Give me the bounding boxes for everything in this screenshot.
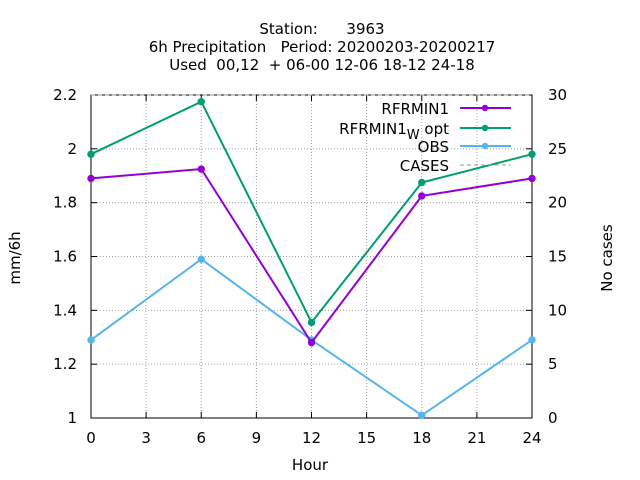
series-point-1-2 [307, 318, 316, 327]
y-tick-label-2: 1.4 [53, 301, 77, 319]
y2-tick-label-4: 20 [548, 194, 567, 212]
series-point-0-1 [197, 165, 205, 173]
y-tick-label-1: 1.2 [53, 355, 77, 373]
title-line-1: Station: 3963 [259, 20, 384, 38]
legend-swatch-point-0 [481, 104, 489, 112]
chart-title: Station: 3963 6h Precipitation Period: 2… [149, 20, 496, 74]
series-point-1-3 [418, 178, 426, 187]
y-tick-label-0: 1 [67, 409, 77, 427]
x-tick-label-6: 18 [412, 429, 431, 447]
series-point-0-4 [528, 174, 536, 183]
x-tick-label-3: 9 [252, 429, 262, 447]
y2-tick-label-2: 10 [548, 301, 567, 319]
title-line-3: Used 00,12 + 06-00 12-06 18-12 24-18 [169, 56, 475, 74]
tick-labels: 0 3 6 9 12 15 18 21 24 1 1.2 1.4 1.6 1.8 2 2.2 0 5 10 15 20 2… [53, 86, 567, 447]
y2-tick-label-3: 15 [548, 248, 567, 266]
x-tick-label-4: 12 [302, 429, 321, 447]
series-point-1-0 [87, 150, 95, 158]
x-tick-label-0: 0 [86, 429, 96, 447]
series-point-1-1 [197, 98, 205, 106]
y-tick-label-5: 2 [67, 140, 77, 158]
series-point-0-2 [307, 338, 316, 347]
series-point-2-1 [197, 255, 205, 263]
y-axis-label: mm/6h [6, 231, 24, 284]
legend-swatch-point-2 [481, 142, 489, 150]
y2-tick-label-1: 5 [548, 355, 558, 373]
series-point-1-4 [528, 150, 536, 158]
series-point-0-3 [418, 192, 426, 200]
y-tick-label-3: 1.6 [53, 248, 77, 266]
title-line-2: 6h Precipitation Period: 20200203-202002… [149, 38, 496, 56]
legend: RFRMIN1 RFRMIN1W opt OBS CASES [339, 100, 511, 175]
y2-axis-label: No cases [598, 224, 616, 292]
series-lines [87, 94, 536, 420]
series-line-0 [90, 167, 533, 345]
x-tick-label-2: 6 [196, 429, 206, 447]
series-point-2-3 [418, 411, 426, 420]
legend-label-main: RFRMIN1 [339, 120, 407, 138]
x-tick-label-7: 21 [467, 429, 486, 447]
x-tick-label-5: 15 [357, 429, 376, 447]
x-tick-label-8: 24 [522, 429, 541, 447]
legend-label-rfrmin1-w-opt: RFRMIN1W opt [339, 120, 449, 143]
grid [91, 95, 532, 418]
legend-label-obs: OBS [418, 138, 449, 156]
y2-tick-label-6: 30 [548, 86, 567, 104]
x-tick-label-1: 3 [141, 429, 151, 447]
series-point-2-4 [528, 336, 536, 344]
legend-label-suffix: opt [420, 120, 449, 138]
legend-swatch-point-1 [481, 124, 489, 132]
y2-tick-label-0: 0 [548, 409, 558, 427]
y-tick-label-4: 1.8 [53, 194, 77, 212]
y-tick-label-6: 2.2 [53, 86, 77, 104]
x-axis-label: Hour [292, 456, 329, 474]
series-point-2-0 [87, 336, 95, 344]
y2-tick-label-5: 25 [548, 140, 567, 158]
legend-label-rfrmin1: RFRMIN1 [381, 100, 449, 118]
legend-label-cases: CASES [400, 157, 449, 175]
series-point-0-0 [87, 174, 95, 183]
legend-label-subscript: W [407, 128, 420, 143]
